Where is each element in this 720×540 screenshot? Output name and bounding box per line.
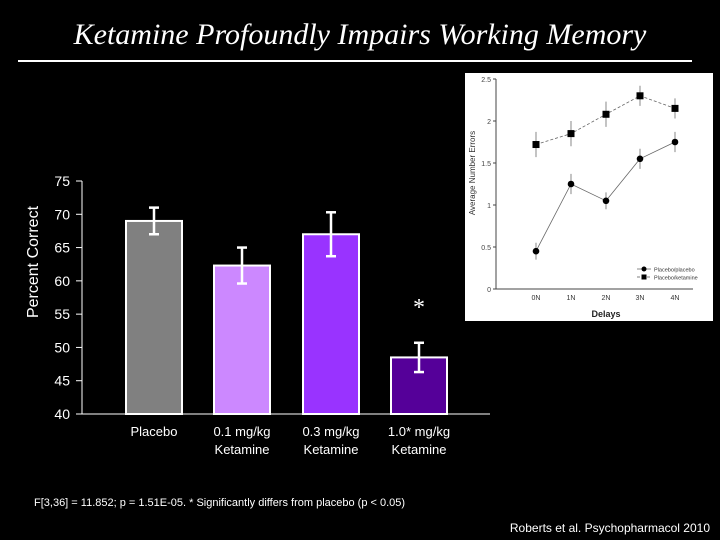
inset-circle-point bbox=[671, 138, 679, 146]
y-tick-label: 45 bbox=[54, 373, 70, 389]
inset-square-point bbox=[671, 104, 679, 112]
inset-x-tick-label: 2N bbox=[602, 295, 611, 302]
category-label: Placebo bbox=[131, 424, 178, 439]
inset-series-line bbox=[535, 141, 676, 252]
bar bbox=[213, 264, 271, 415]
inset-square-point bbox=[636, 92, 644, 100]
inset-y-axis-label: Average Number Errors bbox=[468, 131, 477, 215]
inset-circle-point bbox=[567, 180, 575, 188]
inset-circle-point bbox=[532, 247, 540, 255]
bar bbox=[302, 233, 360, 415]
inset-y-tick-label: 0.5 bbox=[481, 245, 491, 252]
inset-y-tick-label: 0 bbox=[487, 287, 491, 294]
inset-legend-marker bbox=[641, 266, 647, 272]
inset-legend-label: Placebo/ketamine bbox=[654, 276, 698, 282]
inset-x-tick-label: 4N bbox=[671, 295, 680, 302]
y-tick-label: 70 bbox=[54, 206, 70, 222]
category-label: 0.3 mg/kg bbox=[302, 424, 359, 439]
bar bbox=[125, 219, 183, 415]
inset-x-tick-label: 3N bbox=[636, 295, 645, 302]
inset-y-tick-label: 1.5 bbox=[481, 161, 491, 168]
category-label: 1.0* mg/kg bbox=[388, 424, 450, 439]
inset-line-chart-panel: 0 0.5 1 1.5 2 2.5 0N 1N 2N 3N 4N Delays Average Numb… bbox=[465, 73, 713, 321]
y-tick-label: 40 bbox=[54, 406, 70, 422]
category-label: 0.1 mg/kg bbox=[213, 424, 270, 439]
citation: Roberts et al. Psychopharmacol 2010 bbox=[509, 521, 710, 535]
inset-square-point bbox=[602, 110, 610, 118]
inset-series-line bbox=[535, 95, 676, 145]
inset-x-axis-label: Delays bbox=[591, 309, 620, 319]
y-tick-label: 65 bbox=[54, 240, 70, 256]
inset-circle-point bbox=[602, 197, 610, 205]
category-label: Ketamine bbox=[392, 442, 447, 457]
y-axis-label: Percent Correct bbox=[25, 205, 42, 318]
slide-title: Ketamine Profoundly Impairs Working Memo… bbox=[73, 18, 647, 51]
category-label: Ketamine bbox=[215, 442, 270, 457]
inset-y-tick-label: 1 bbox=[487, 203, 491, 210]
y-tick-label: 60 bbox=[54, 273, 70, 289]
category-label: Ketamine bbox=[304, 442, 359, 457]
inset-legend-marker bbox=[641, 274, 647, 280]
title-underline bbox=[18, 60, 692, 62]
y-tick-label: 50 bbox=[54, 339, 70, 355]
inset-x-tick-label: 0N bbox=[532, 295, 541, 302]
inset-x-tick-label: 1N bbox=[567, 295, 576, 302]
inset-square-point bbox=[532, 141, 540, 149]
line-chart: 0 0.5 1 1.5 2 2.5 0N 1N 2N 3N 4N Delays Average Numb… bbox=[468, 77, 698, 319]
y-tick-label: 55 bbox=[54, 306, 70, 322]
inset-square-point bbox=[567, 130, 575, 138]
y-tick-label: 75 bbox=[54, 173, 70, 189]
inset-circle-point bbox=[636, 155, 644, 163]
inset-y-tick-label: 2.5 bbox=[481, 77, 491, 84]
inset-legend-label: Placebo/placebo bbox=[654, 268, 695, 274]
statistics-note: F[3,36] = 11.852; p = 1.51E-05. * Signif… bbox=[34, 497, 406, 509]
significance-marker: * bbox=[413, 295, 425, 321]
inset-y-tick-label: 2 bbox=[487, 119, 491, 126]
